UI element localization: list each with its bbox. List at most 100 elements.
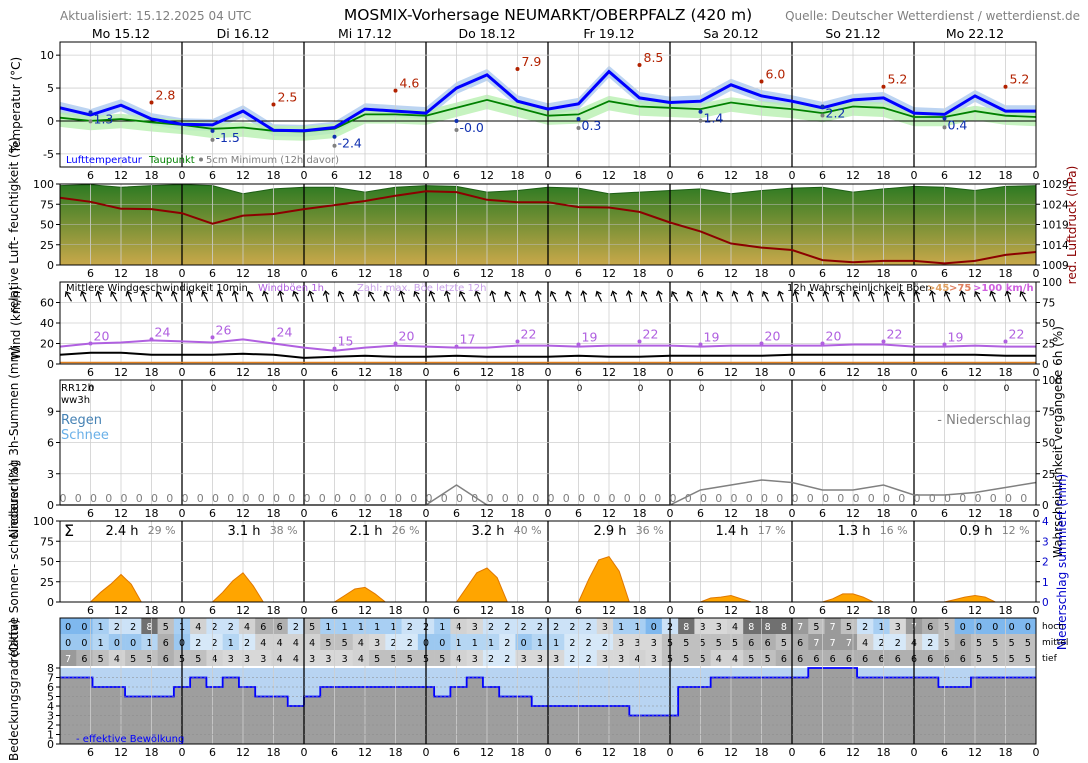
hour-tick-label: 6 — [87, 746, 94, 759]
cloud-cell-value: 6 — [944, 654, 950, 665]
hour-tick-label: 12 — [236, 366, 250, 379]
cloud-cell — [954, 618, 972, 634]
max-gust-label: 19 — [948, 330, 964, 345]
precip-3h-value: 0 — [654, 492, 661, 505]
cloud-cell — [808, 618, 825, 634]
cloud-cell-value: 3 — [325, 654, 331, 665]
wind-arrow — [928, 290, 936, 303]
wind-arrow-head — [201, 290, 208, 297]
cloud-cell — [369, 634, 386, 650]
cloud-cell-value: 1 — [146, 638, 152, 649]
wind-arrow-head — [322, 290, 330, 296]
hour-tick-label: 12 — [114, 746, 128, 759]
hour-tick-label: 12 — [236, 169, 250, 182]
y2-tick-label: 4 — [1042, 516, 1049, 528]
hour-tick-label: 6 — [331, 366, 338, 379]
cloud-cell — [222, 618, 240, 634]
max-temp-label: 5.2 — [888, 72, 908, 87]
hour-tick-label: 6 — [87, 507, 94, 520]
wind-arrow-shaft — [157, 292, 163, 302]
cloud-cell-value: 5 — [765, 654, 771, 665]
rr12-value: 0 — [272, 384, 278, 394]
wind-arrow — [974, 290, 982, 302]
wind-arrow-head — [246, 290, 253, 297]
hour-tick-label: 0 — [911, 169, 918, 182]
cloud-cell — [808, 650, 825, 666]
wind-arrow-head — [686, 290, 693, 297]
wind-arrow — [716, 290, 724, 302]
hour-tick-label: 12 — [358, 746, 372, 759]
wind-arrow — [868, 290, 875, 302]
hour-tick-label: 18 — [877, 366, 891, 379]
wind-arrow — [913, 290, 921, 302]
precip-3h-value: 0 — [349, 492, 356, 505]
precip-3h-value: 0 — [182, 492, 189, 505]
cloud-cell — [206, 618, 223, 634]
hour-tick-label: 12 — [358, 604, 372, 617]
y-tick-label: 2 — [47, 719, 54, 732]
hour-tick-label: 12 — [236, 604, 250, 617]
wind-arrow-head — [428, 290, 436, 297]
sun-ylabel: relative Sonnen- scheindauer (%) — [7, 462, 21, 663]
cloud-cell — [320, 618, 337, 634]
wind-note-gust: Windböen 1h — [258, 283, 324, 294]
y2-tick-label: 1019 — [1042, 220, 1069, 232]
hour-tick-label: 18 — [877, 507, 891, 520]
hour-tick-label: 12 — [114, 366, 128, 379]
max-gust-dot — [881, 339, 886, 344]
cloud-cell-value: 3 — [618, 654, 624, 665]
cloud-cell — [694, 618, 711, 634]
cloud-cell-value: 5 — [342, 638, 348, 649]
hour-tick-label: 12 — [358, 267, 372, 280]
cloud-cell-value: 5 — [325, 638, 331, 649]
wind-arrow-head — [701, 290, 709, 297]
precip-ylabel-text: Niederschlag 3h-Summen (mm) — [7, 346, 21, 538]
pressure-ylabel: red. Luftdruck (hPa) — [1065, 166, 1079, 285]
wind-arrow-shaft — [1020, 292, 1027, 302]
hour-tick-label: 18 — [877, 267, 891, 280]
hour-tick-label: 0 — [911, 604, 918, 617]
hour-tick-label: 18 — [511, 267, 525, 280]
ground-min-dot — [820, 113, 825, 118]
wind-arrow-head — [943, 290, 951, 297]
wind-arrow-shaft — [521, 292, 526, 302]
min-temp-label: -1.5 — [216, 130, 240, 145]
min-temp-dot — [332, 134, 337, 139]
precip-3h-value: 0 — [929, 492, 936, 505]
cloud-cell-value: 4 — [293, 638, 299, 649]
hour-tick-label: 0 — [1033, 507, 1040, 520]
hour-tick-label: 18 — [999, 366, 1013, 379]
precip-3h-value: 0 — [609, 492, 616, 505]
humidity-ylabel-text: relative Luft- feuchtigkeit (%) — [7, 137, 21, 313]
cloud-cell — [710, 618, 728, 634]
min-temp-dot — [698, 109, 703, 114]
cloud-cell-value: 3 — [244, 654, 250, 665]
wind-arrow-shaft — [172, 292, 178, 302]
max-gust-label: 22 — [521, 326, 537, 341]
cloud-cell — [92, 618, 110, 634]
cloud-cell — [287, 634, 305, 650]
hour-tick-label: 0 — [545, 746, 552, 759]
max-gust-label: 22 — [643, 326, 659, 341]
precip-legend-rain: Regen — [61, 413, 102, 428]
wind-arrow — [95, 290, 103, 302]
cloud-cell-value: 2 — [521, 622, 527, 633]
precip-3h-value: 0 — [975, 492, 982, 505]
wind-arrow-head — [989, 290, 996, 297]
cloud-cell-value: 5 — [976, 638, 982, 649]
day-label: Mo 22.12 — [946, 26, 1004, 41]
y-tick-label: 60 — [40, 297, 54, 310]
hour-tick-label: 6 — [575, 746, 582, 759]
precip-y2label: Wahrscheinlichkeit vergangene 6h (%) — [1051, 326, 1065, 558]
max-gust-label: 20 — [765, 329, 781, 344]
hour-tick-label: 0 — [667, 604, 674, 617]
hour-tick-label: 0 — [1033, 746, 1040, 759]
y-tick-label: 6 — [47, 681, 54, 694]
wind-arrow-shaft — [582, 291, 586, 303]
cloud-cell — [531, 634, 549, 650]
cloud-cell-value: 6 — [797, 654, 803, 665]
y-tick-label: 20 — [40, 338, 54, 351]
precip-legend-snow: Schnee — [61, 428, 109, 443]
sunshine-hours-label: 2.1 h — [349, 524, 382, 539]
cloud-cell-value: 3 — [521, 654, 527, 665]
